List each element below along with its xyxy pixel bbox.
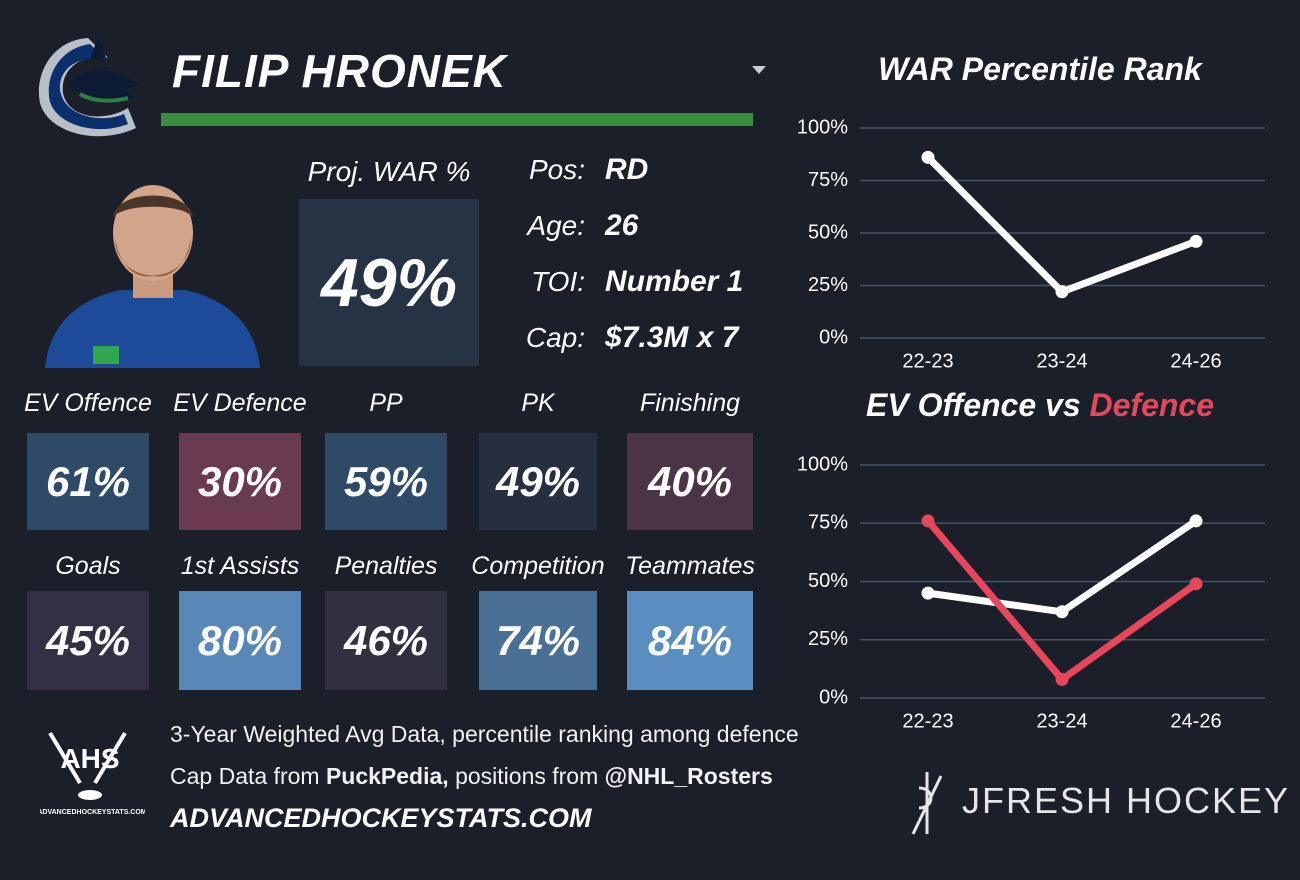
ahs-logo-site: ADVANCEDHOCKEYSTATS.COM (40, 809, 145, 816)
footer-credits: Cap Data from PuckPedia, positions from … (170, 763, 773, 790)
projection-value: 49% (299, 199, 479, 366)
data-point (1055, 672, 1069, 686)
player-name: FILIP HRONEK (172, 45, 507, 97)
y-tick-label: 25% (808, 274, 848, 296)
x-tick-label: 24-26 (1170, 350, 1221, 372)
data-point (1189, 234, 1203, 248)
stat-tile: 30% (179, 433, 301, 530)
footer-note: 3-Year Weighted Avg Data, percentile ran… (170, 721, 799, 747)
ahs-logo: AHS ADVANCEDHOCKEYSTATS.COM (40, 731, 145, 816)
credit-text: Cap Data from (170, 763, 320, 789)
chart-title: EV Offence vs Defence (866, 387, 1214, 423)
bio-value: RD (605, 153, 649, 186)
x-tick-label: 23-24 (1036, 710, 1087, 732)
data-point (1189, 577, 1203, 591)
tile-label: PP (369, 389, 403, 417)
player-photo (45, 185, 260, 368)
series-line (925, 154, 1198, 296)
y-tick-label: 100% (797, 453, 848, 475)
bio-value: 26 (605, 209, 639, 242)
stat-tile: 84% (627, 591, 753, 690)
tile-label: 1st Assists (180, 552, 300, 580)
data-point (921, 586, 935, 600)
x-tick-label: 23-24 (1036, 350, 1087, 372)
tile-label: Finishing (639, 389, 741, 417)
stat-tile: 46% (325, 591, 447, 690)
data-point (921, 150, 935, 164)
tile-label: Goals (55, 552, 121, 580)
bio-value: $7.3M x 7 (605, 321, 739, 354)
bio-label: Cap: (525, 322, 585, 353)
y-tick-label: 0% (819, 326, 848, 348)
chart-title-text: WAR Percentile Rank (878, 51, 1204, 87)
y-tick-label: 50% (808, 570, 848, 592)
x-tick-label: 24-26 (1170, 710, 1221, 732)
stat-tile: 45% (27, 591, 149, 690)
y-tick-label: 100% (797, 116, 848, 138)
stat-tile: 74% (479, 591, 597, 690)
y-tick-label: 75% (808, 169, 848, 191)
stat-tile: 59% (325, 433, 447, 530)
stat-tile: 80% (179, 591, 301, 690)
credit-source: @NHL_Rosters (604, 763, 773, 789)
y-tick-label: 0% (819, 686, 848, 708)
brand-mark (911, 772, 943, 835)
projection-label: Proj. WAR % (307, 156, 471, 187)
bio-value: Number 1 (605, 265, 744, 298)
data-point (1055, 285, 1069, 299)
team-logo (38, 36, 140, 137)
y-tick-label: 75% (808, 512, 848, 534)
data-point (1189, 514, 1203, 528)
stat-tile: 61% (27, 433, 149, 530)
chart-title-text: EV Offence vs (866, 387, 1081, 423)
tile-label: Competition (471, 552, 605, 580)
chart-title-highlight: Defence (1090, 387, 1215, 423)
x-tick-label: 22-23 (902, 710, 953, 732)
bio-label: TOI: (531, 266, 585, 297)
credit-text: positions from (455, 763, 599, 789)
data-point (921, 514, 935, 528)
tile-label: EV Defence (173, 389, 307, 417)
x-tick-label: 22-23 (902, 350, 953, 372)
y-tick-label: 50% (808, 221, 848, 243)
stat-tile: 40% (627, 433, 753, 530)
dropdown-toggle[interactable] (750, 64, 768, 76)
credit-source: PuckPedia, (325, 763, 449, 789)
data-point (1055, 605, 1069, 619)
tile-label: EV Offence (24, 389, 152, 417)
stat-tile: 49% (479, 433, 597, 530)
accent-bar (161, 113, 753, 126)
brand-name: JFRESH HOCKEY (962, 780, 1291, 821)
bio-label: Pos: (528, 154, 585, 185)
ahs-logo-text: AHS (60, 743, 119, 774)
chart-title: WAR Percentile Rank (878, 51, 1204, 87)
tile-label: Teammates (625, 552, 755, 580)
tile-label: Penalties (334, 552, 438, 580)
footer-site: ADVANCEDHOCKEYSTATS.COM (170, 803, 592, 833)
y-tick-label: 25% (808, 628, 848, 650)
bio-label: Age: (527, 210, 585, 241)
tile-label: PK (521, 389, 555, 417)
